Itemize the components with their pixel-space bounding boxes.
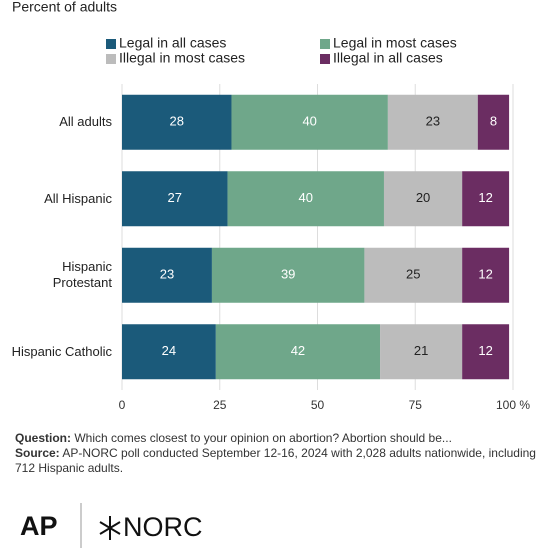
question-text: Which comes closest to your opinion on a… bbox=[74, 431, 452, 445]
bar-segment bbox=[477, 94, 510, 150]
bar-segment bbox=[462, 324, 510, 380]
category-label: Hispanic Catholic bbox=[11, 343, 112, 359]
data-label: 25 bbox=[406, 267, 420, 282]
data-label: 42 bbox=[291, 343, 305, 358]
legend-swatch bbox=[106, 54, 116, 64]
bar-segment bbox=[383, 171, 463, 227]
bar-segment bbox=[122, 324, 216, 380]
x-tick-label: 0 bbox=[119, 398, 126, 412]
data-label: 39 bbox=[281, 267, 295, 282]
data-label: 40 bbox=[302, 114, 316, 129]
norc-logo: NORC bbox=[123, 512, 203, 542]
x-tick-label: 100 % bbox=[496, 398, 530, 412]
category-label: All Hispanic bbox=[44, 190, 112, 206]
data-label: 28 bbox=[170, 114, 184, 129]
data-label: 24 bbox=[162, 343, 176, 358]
x-tick-label: 25 bbox=[213, 398, 227, 412]
legend-label: Legal in all cases bbox=[119, 35, 226, 51]
legend-label: Illegal in most cases bbox=[119, 50, 245, 66]
data-label: 8 bbox=[490, 114, 497, 129]
bar-segment bbox=[227, 171, 384, 227]
footer: Question: Which comes closest to your op… bbox=[15, 431, 540, 476]
data-label: 21 bbox=[414, 343, 428, 358]
data-label: 12 bbox=[478, 343, 492, 358]
data-label: 40 bbox=[299, 190, 313, 205]
source-label: Source: bbox=[15, 446, 60, 460]
data-label: 27 bbox=[168, 190, 182, 205]
bar-segment bbox=[364, 247, 463, 303]
chart-subtitle: Percent of adults bbox=[12, 0, 117, 15]
data-label: 12 bbox=[478, 190, 492, 205]
data-label: 12 bbox=[478, 267, 492, 282]
x-tick-label: 50 bbox=[311, 398, 325, 412]
question-label: Question: bbox=[15, 431, 71, 445]
bar-segment bbox=[231, 94, 388, 150]
legend-label: Illegal in all cases bbox=[333, 50, 443, 66]
source-text: AP-NORC poll conducted September 12-16, … bbox=[15, 446, 536, 475]
category-label: All adults bbox=[59, 114, 112, 130]
question: Question: Which comes closest to your op… bbox=[15, 431, 540, 446]
source: Source: AP-NORC poll conducted September… bbox=[15, 446, 540, 476]
data-label: 23 bbox=[160, 267, 174, 282]
legend-swatch bbox=[320, 39, 330, 49]
legend-swatch bbox=[320, 54, 330, 64]
bar-segment bbox=[211, 247, 365, 303]
ap-logo: AP bbox=[20, 511, 58, 541]
bar-segment bbox=[122, 247, 212, 303]
bar-segment bbox=[122, 94, 232, 150]
bar-segment bbox=[462, 247, 510, 303]
x-tick-label: 75 bbox=[409, 398, 423, 412]
data-label: 20 bbox=[416, 190, 430, 205]
legend-label: Legal in most cases bbox=[333, 35, 457, 51]
bar-segment bbox=[387, 94, 478, 150]
norc-star bbox=[99, 516, 121, 540]
bar-segment bbox=[462, 171, 510, 227]
legend-swatch bbox=[106, 39, 116, 49]
data-label: 23 bbox=[426, 114, 440, 129]
bar-segment bbox=[215, 324, 381, 380]
category-label: Hispanic Protestant bbox=[52, 259, 112, 291]
bar-segment bbox=[122, 171, 228, 227]
bar-segment bbox=[380, 324, 463, 380]
